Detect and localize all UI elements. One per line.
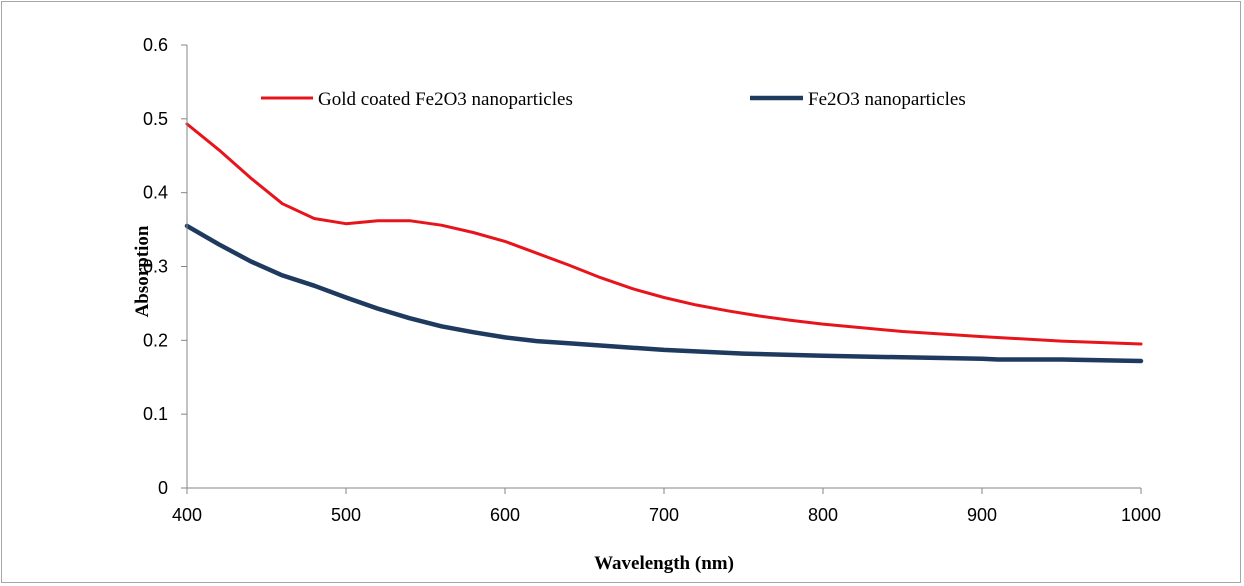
legend-label-gold-coated: Gold coated Fe2O3 nanoparticles (318, 89, 573, 110)
x-tick-label: 600 (490, 505, 520, 525)
x-tick-label: 400 (172, 505, 202, 525)
x-tick-label: 800 (808, 505, 838, 525)
x-axis-ticks: 400 500 600 700 800 900 1000 (172, 488, 1161, 525)
y-axis-title: Absorption (132, 225, 153, 317)
x-axis-title: Wavelength (nm) (594, 553, 734, 574)
legend-label-fe2o3: Fe2O3 nanoparticles (808, 89, 966, 110)
y-axis-ticks: 0 0.1 0.2 0.3 0.4 0.5 0.6 (143, 35, 187, 498)
axes (186, 45, 1141, 489)
legend: Gold coated Fe2O3 nanoparticles Fe2O3 na… (261, 89, 966, 110)
y-tick-label: 0.5 (143, 109, 168, 129)
series-line-gold-coated (185, 122, 1143, 346)
y-tick-label: 0.1 (143, 404, 168, 424)
y-tick-label: 0.6 (143, 35, 168, 55)
series-line-fe2o3 (184, 223, 1144, 364)
x-tick-label: 700 (649, 505, 679, 525)
x-tick-label: 900 (967, 505, 997, 525)
x-tick-label: 1000 (1121, 505, 1161, 525)
y-tick-label: 0 (158, 478, 168, 498)
x-tick-label: 500 (331, 505, 361, 525)
y-tick-label: 0.4 (143, 183, 168, 203)
plot-lines (184, 122, 1144, 364)
y-tick-label: 0.3 (143, 257, 168, 277)
y-tick-label: 0.2 (143, 330, 168, 350)
